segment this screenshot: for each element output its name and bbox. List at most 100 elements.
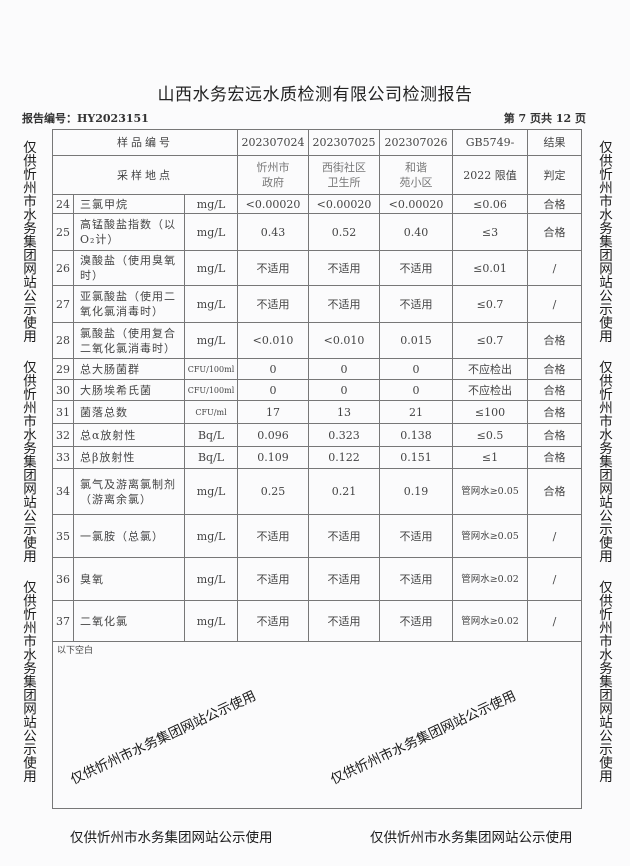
item-name: 三氯甲烷 (73, 194, 185, 214)
row-number: 30 (52, 379, 74, 401)
sample-no: 202307025 (308, 129, 381, 156)
value-1: 不适用 (237, 285, 310, 323)
result: 合格 (527, 423, 583, 447)
value-2: 不适用 (308, 285, 381, 323)
row-number: 32 (52, 423, 74, 447)
limit: 管网水≥0.05 (452, 468, 529, 515)
value-3: 不适用 (379, 557, 454, 601)
watermark: 仅供忻州市水务集团网站公示使用 (596, 580, 612, 783)
table-row: 28 氯酸盐（使用复合二氧化氯消毒时） mg/L <0.010 <0.010 0.015 ≤… (52, 322, 583, 359)
unit: mg/L (183, 194, 239, 214)
value-3: <0.00020 (379, 194, 454, 214)
limit: ≤1 (452, 446, 529, 469)
value-1: 0.43 (237, 213, 310, 251)
unit: Bq/L (183, 423, 239, 447)
value-3: 21 (379, 400, 454, 424)
value-3: 0.015 (379, 322, 454, 359)
value-3: 不适用 (379, 250, 454, 286)
value-2: 0 (308, 358, 381, 380)
row-number: 29 (52, 358, 74, 380)
table-row: 24 三氯甲烷 mg/L <0.00020 <0.00020 <0.00020 ≤0.06 合… (52, 194, 583, 214)
result: 合格 (527, 446, 583, 469)
site-line: 政府 (262, 176, 285, 189)
site-line: 苑小区 (399, 176, 433, 189)
item-name: 总α放射性 (73, 423, 185, 447)
unit: mg/L (183, 600, 239, 642)
sample-no-label: 样品编号 (51, 129, 239, 156)
item-name: 氯气及游离氯制剂（游离余氯） (73, 468, 185, 515)
value-1: 0.25 (237, 468, 310, 515)
sample-no: 202307024 (237, 129, 310, 156)
unit: mg/L (183, 285, 239, 323)
unit: mg/L (183, 213, 239, 251)
result: / (527, 514, 583, 558)
value-2: 不适用 (308, 250, 381, 286)
limit: 管网水≥0.05 (452, 514, 529, 558)
value-1: 17 (237, 400, 310, 424)
table-row: 29 总大肠菌群 CFU/100ml 0 0 0 不应检出 合格 (52, 358, 583, 380)
table-row: 33 总β放射性 Bq/L 0.109 0.122 0.151 ≤1 合格 (52, 446, 583, 469)
value-1: 0.109 (237, 446, 310, 469)
table-row: 25 高锰酸盐指数（以O₂计） mg/L 0.43 0.52 0.40 ≤3 合格 (52, 213, 583, 251)
unit: CFU/ml (183, 400, 239, 424)
item-name: 氯酸盐（使用复合二氧化氯消毒时） (73, 322, 185, 359)
row-number: 37 (52, 600, 74, 642)
row-number: 31 (52, 400, 74, 424)
table-row: 34 氯气及游离氯制剂（游离余氯） mg/L 0.25 0.21 0.19 管网水≥0.05… (52, 468, 583, 515)
item-name: 高锰酸盐指数（以O₂计） (73, 213, 185, 251)
site: 西街社区 卫生所 (308, 155, 381, 195)
watermark: 仅供忻州市水务集团网站公示使用 (596, 360, 612, 563)
limit: ≤100 (452, 400, 529, 424)
item-name: 总β放射性 (73, 446, 185, 469)
value-1: <0.00020 (237, 194, 310, 214)
result-header-1: 结果 (527, 129, 583, 156)
value-3: 0.40 (379, 213, 454, 251)
row-number: 33 (52, 446, 74, 469)
header-row-sample: 样品编号 202307024 202307025 202307026 GB574… (51, 129, 583, 156)
report-title: 山西水务宏远水质检测有限公司检测报告 (157, 85, 473, 105)
limit: ≤0.7 (452, 322, 529, 359)
watermark: 仅供忻州市水务集团网站公示使用 (70, 830, 273, 846)
limit: ≤0.06 (452, 194, 529, 214)
blank-note: 以下空白 (51, 641, 583, 809)
result: 合格 (527, 379, 583, 401)
table-row: 26 溴酸盐（使用臭氧时） mg/L 不适用 不适用 不适用 ≤0.01/ (52, 250, 583, 286)
result: 合格 (527, 213, 583, 251)
header-row-site: 采样地点 忻州市 政府 西街社区 卫生所 和谐 苑小区 2022 限值 判定 (51, 155, 583, 195)
report-number: 报告编号：HY2023151 (22, 112, 149, 125)
value-2: 不适用 (308, 514, 381, 558)
watermark: 仅供忻州市水务集团网站公示使用 (370, 830, 573, 846)
unit: mg/L (183, 250, 239, 286)
row-number: 36 (52, 557, 74, 601)
limit: 不应检出 (452, 379, 529, 401)
item-name: 亚氯酸盐（使用二氧化氯消毒时） (73, 285, 185, 323)
value-3: 不适用 (379, 600, 454, 642)
limit: ≤0.5 (452, 423, 529, 447)
unit: mg/L (183, 468, 239, 515)
result: / (527, 250, 583, 286)
site-line: 忻州市 (256, 161, 290, 174)
row-number: 27 (52, 285, 74, 323)
row-number: 28 (52, 322, 74, 359)
row-number: 35 (52, 514, 74, 558)
table-row: 36 臭氧 mg/L 不适用 不适用 不适用 管网水≥0.02/ (52, 557, 583, 601)
value-2: 0.52 (308, 213, 381, 251)
item-name: 总大肠菌群 (73, 358, 185, 380)
value-1: 不适用 (237, 250, 310, 286)
result: 合格 (527, 400, 583, 424)
sample-no: 202307026 (379, 129, 454, 156)
site: 和谐 苑小区 (379, 155, 454, 195)
item-name: 溴酸盐（使用臭氧时） (73, 250, 185, 286)
table-row: 35 一氯胺（总氯） mg/L 不适用 不适用 不适用 管网水≥0.05/ (52, 514, 583, 558)
value-1: 不适用 (237, 557, 310, 601)
unit: Bq/L (183, 446, 239, 469)
limit-header-1: GB5749- (452, 129, 529, 156)
value-2: 13 (308, 400, 381, 424)
unit: mg/L (183, 557, 239, 601)
page-info: 第 7 页共 12 页 (503, 112, 586, 125)
table-row: 27 亚氯酸盐（使用二氧化氯消毒时） mg/L 不适用 不适用 不适用 ≤0.7/ (52, 285, 583, 323)
watermark: 仅供忻州市水务集团网站公示使用 (20, 580, 36, 783)
value-3: 0 (379, 358, 454, 380)
item-name: 二氧化氯 (73, 600, 185, 642)
